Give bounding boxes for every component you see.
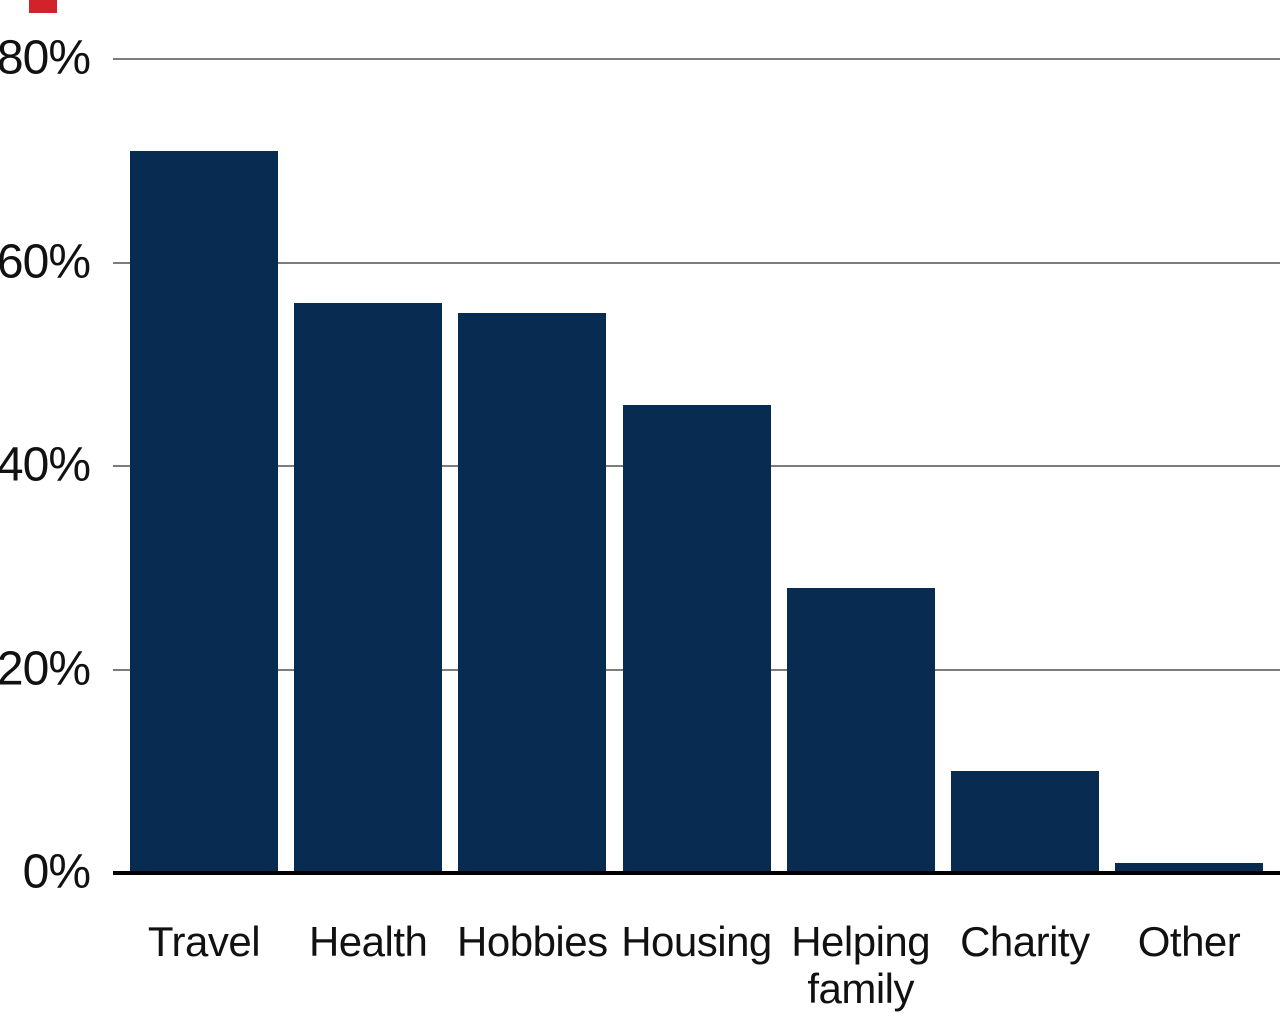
- bar-charity: [950, 771, 1099, 873]
- y-tick-label-20: 20%: [0, 641, 91, 695]
- x-category-label-charity: Charity: [960, 918, 1090, 965]
- y-tick-label-0: 0%: [22, 845, 91, 899]
- x-category-label-housing: Housing: [621, 918, 772, 965]
- bar-other: [1115, 862, 1264, 873]
- bar-helping-family: [786, 588, 935, 873]
- red-corner-marker: [29, 0, 57, 13]
- bar-hobbies: [458, 313, 607, 873]
- y-tick-label-40: 40%: [0, 438, 91, 492]
- x-category-label-hobbies: Hobbies: [457, 918, 608, 965]
- gridline-80: [113, 58, 1280, 60]
- x-category-label-health: Health: [308, 918, 428, 965]
- y-tick-label-80: 80%: [0, 31, 91, 85]
- x-axis-line: [113, 871, 1280, 875]
- bar-travel: [130, 150, 278, 873]
- x-category-label-other: Other: [1137, 918, 1241, 965]
- gridline-60: [113, 261, 1280, 264]
- bar-housing: [622, 404, 771, 873]
- x-category-label-travel: Travel: [147, 918, 261, 965]
- bar-health: [294, 303, 443, 873]
- x-category-label-helping-family: Helping family: [791, 918, 931, 1013]
- y-tick-label-60: 60%: [0, 234, 91, 288]
